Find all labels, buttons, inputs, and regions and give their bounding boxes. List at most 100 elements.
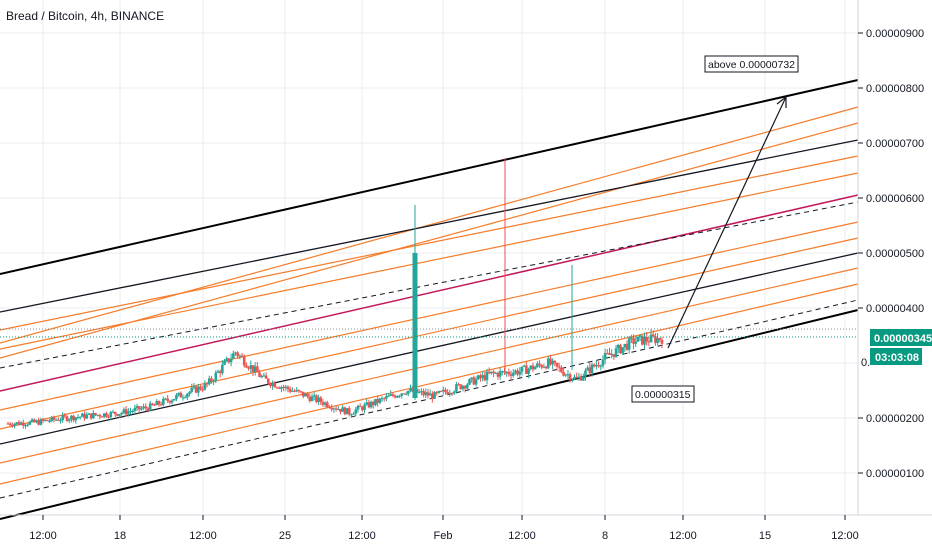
candle-body xyxy=(339,409,342,412)
support-label-box xyxy=(631,385,695,403)
x-tick-label: 8 xyxy=(602,530,608,542)
candle-body xyxy=(369,401,373,408)
candle-body xyxy=(601,359,605,366)
candle-body xyxy=(641,335,644,345)
channel-line xyxy=(0,267,859,464)
candle-body xyxy=(654,336,657,343)
channel-line xyxy=(0,139,859,313)
candle-body xyxy=(575,376,578,379)
candle-body xyxy=(8,423,12,426)
candle-body xyxy=(57,419,60,421)
candle-body xyxy=(299,391,303,393)
candle-body xyxy=(179,392,183,398)
candle-body xyxy=(630,337,633,339)
candle-body xyxy=(603,353,607,360)
candle-body xyxy=(81,413,84,417)
candle-body xyxy=(525,365,528,374)
candle-body xyxy=(610,354,613,356)
candle-body xyxy=(638,335,642,337)
candle-body xyxy=(212,380,215,382)
candle-body xyxy=(651,334,655,337)
candle-body xyxy=(376,398,379,403)
y-tick-label: 0.00000100 xyxy=(866,468,924,480)
candle-body xyxy=(15,422,19,424)
candle-body xyxy=(131,410,134,412)
candle-body xyxy=(656,338,659,343)
candle-body xyxy=(492,371,495,374)
candle-body xyxy=(326,402,329,408)
candle-body xyxy=(120,412,124,415)
candle-body xyxy=(199,386,202,390)
candle-body xyxy=(218,371,222,374)
candle-body xyxy=(608,353,611,355)
x-tick-label: Feb xyxy=(434,530,453,542)
candle-body xyxy=(490,371,493,374)
candle-body xyxy=(229,358,233,363)
candle-body xyxy=(310,396,314,402)
candle-body xyxy=(536,363,539,367)
candle-body xyxy=(448,393,452,395)
y-tick-label: 0.00000800 xyxy=(866,83,924,95)
channel-line xyxy=(0,155,859,331)
candle-body xyxy=(459,384,463,390)
candle-body xyxy=(92,413,95,419)
candle-body xyxy=(170,400,174,403)
y-tick-label: 0.00000400 xyxy=(866,303,924,315)
candle-body xyxy=(301,391,305,397)
candle-body xyxy=(116,414,119,416)
candle-body xyxy=(636,336,640,342)
candle-body xyxy=(30,419,34,422)
candle-body xyxy=(614,348,618,357)
candle-body xyxy=(612,354,616,357)
channel-line xyxy=(0,194,859,392)
candle-body xyxy=(151,403,154,405)
candle-body xyxy=(43,420,47,422)
candle-body xyxy=(190,387,194,392)
candle-body xyxy=(431,393,434,399)
candle-body xyxy=(98,414,102,417)
candle-body xyxy=(470,377,474,380)
candle-body xyxy=(207,378,211,385)
candle-body xyxy=(444,389,447,393)
candle-body xyxy=(216,371,220,373)
target-arrow-line xyxy=(667,96,787,349)
candle-body xyxy=(168,400,172,403)
candle-body xyxy=(527,368,530,374)
candle-body xyxy=(647,341,651,343)
y-tick-label: 0.00000600 xyxy=(866,193,924,205)
candle-body xyxy=(476,375,480,380)
candle-body xyxy=(420,391,423,393)
candle-body xyxy=(67,419,71,421)
candle-body xyxy=(538,363,541,366)
candle-body xyxy=(41,419,45,421)
candle-body xyxy=(137,406,141,410)
candle-body xyxy=(194,386,198,393)
x-tick-label: 12:00 xyxy=(189,530,217,542)
candle-body xyxy=(485,371,489,381)
candle-body xyxy=(365,402,369,405)
candle-body xyxy=(24,425,27,427)
candle-body xyxy=(32,419,36,423)
candle-body xyxy=(573,376,576,380)
candle-body xyxy=(450,393,454,395)
candle-body xyxy=(72,415,75,421)
y-tick-fragment: 0. xyxy=(861,357,870,369)
candle-body xyxy=(597,365,600,367)
candle-body xyxy=(588,367,592,374)
channel-line xyxy=(0,252,859,445)
candle-body xyxy=(382,398,386,400)
x-tick-label: 12:00 xyxy=(831,530,859,542)
y-tick-label: 0.00000500 xyxy=(866,248,924,260)
candle-body xyxy=(446,392,449,395)
x-tick-label: 25 xyxy=(279,530,291,542)
candle-body xyxy=(102,413,106,417)
candle-body xyxy=(466,384,469,389)
candle-body xyxy=(157,401,161,405)
candle-body xyxy=(159,404,163,406)
candle-body xyxy=(625,343,629,350)
candle-body xyxy=(280,387,283,389)
candle-body xyxy=(520,366,524,372)
candle-body xyxy=(269,383,272,386)
candle-body xyxy=(188,391,191,394)
